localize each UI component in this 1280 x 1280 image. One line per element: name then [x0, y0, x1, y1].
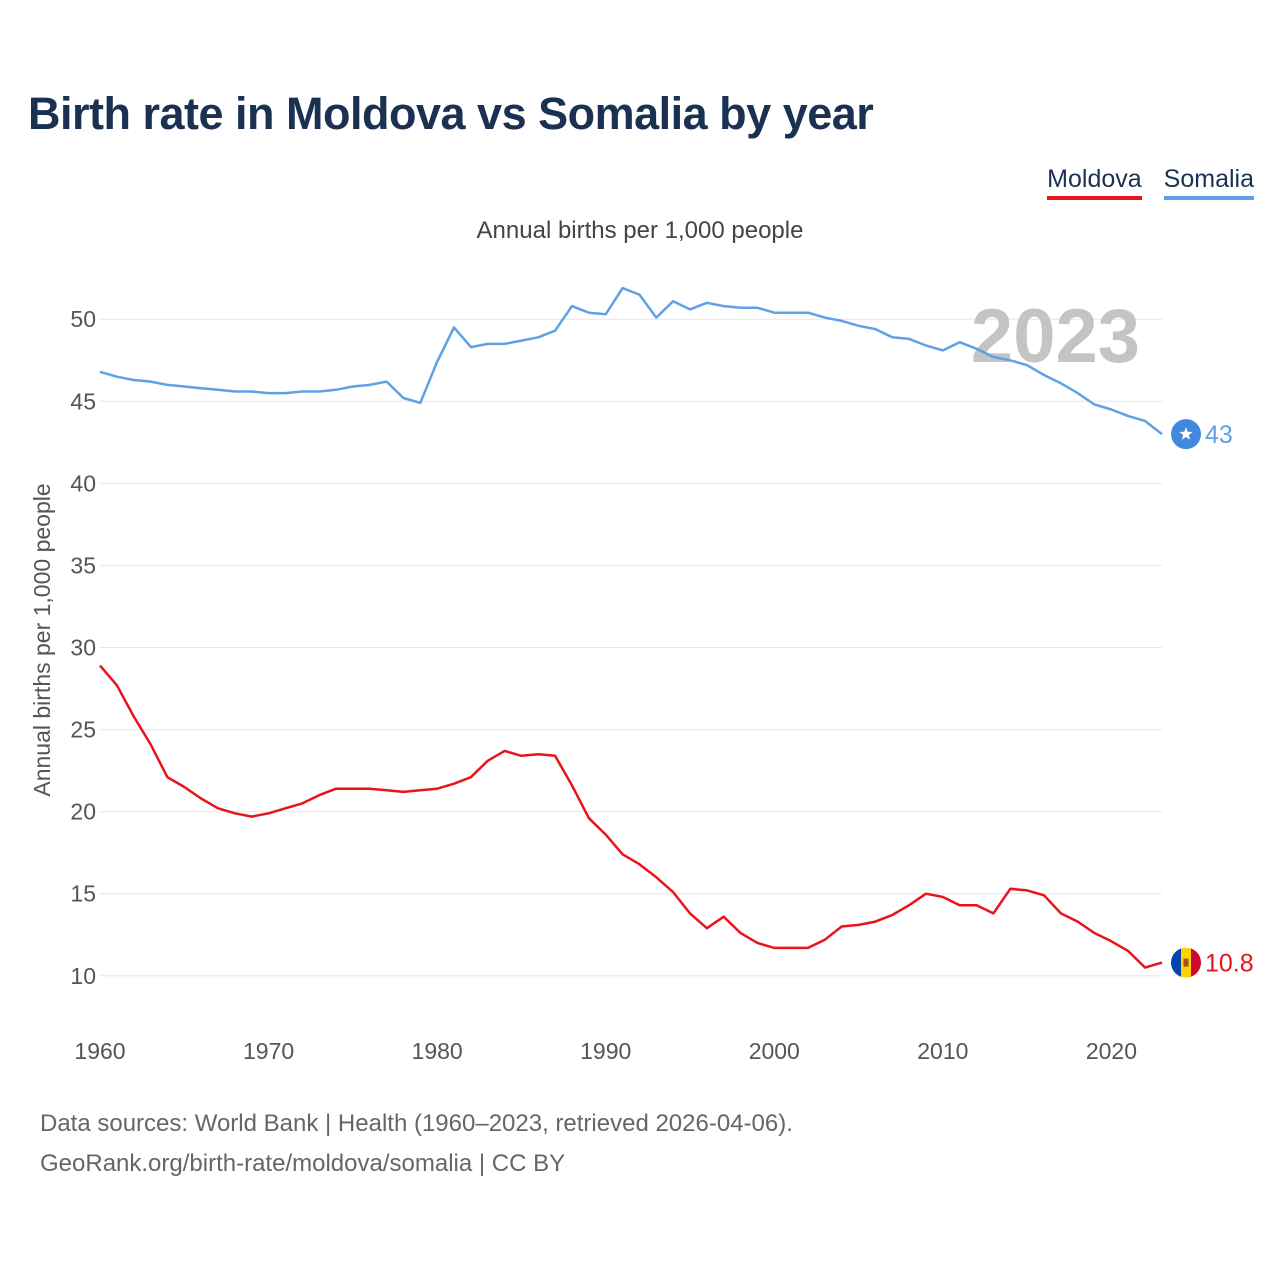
y-tick-label: 30 — [70, 635, 96, 661]
legend-item-moldova[interactable]: Moldova — [1047, 165, 1142, 200]
y-tick-label: 35 — [70, 552, 96, 578]
y-tick-label: 45 — [70, 388, 96, 414]
y-tick-label: 25 — [70, 717, 96, 743]
legend-item-somalia[interactable]: Somalia — [1163, 165, 1254, 200]
y-tick-label: 40 — [70, 470, 96, 496]
y-tick-label: 10 — [70, 963, 96, 989]
series-line-somalia — [99, 286, 1163, 436]
grid-lines — [100, 318, 1162, 977]
y-tick-label: 50 — [70, 306, 96, 332]
series-endpoints: 10.8 43 — [1171, 419, 1254, 978]
y-tick-label: 20 — [70, 799, 96, 825]
series-line-moldova — [99, 664, 1163, 969]
x-tick-label: 1960 — [74, 1038, 125, 1064]
footer: Data sources: World Bank | Health (1960–… — [40, 1104, 793, 1184]
year-watermark: 2023 — [971, 294, 1140, 379]
end-value-label-moldova: 10.8 — [1205, 950, 1254, 978]
x-tick-label: 2000 — [749, 1038, 800, 1064]
x-axis-ticks: 1960 1970 1980 1990 2000 2010 2020 — [74, 1038, 1137, 1064]
chart-subtitle: Annual births per 1,000 people — [476, 217, 804, 244]
legend: Moldova Somalia — [1047, 165, 1254, 200]
x-tick-label: 1980 — [412, 1038, 463, 1064]
x-tick-label: 1970 — [243, 1038, 294, 1064]
series-lines — [99, 286, 1163, 969]
x-tick-label: 1990 — [580, 1038, 631, 1064]
y-axis-ticks: 10 15 20 25 30 35 40 45 50 — [70, 306, 96, 989]
x-tick-label: 2020 — [1086, 1038, 1137, 1064]
y-tick-label: 15 — [70, 881, 96, 907]
end-value-label-somalia: 43 — [1205, 421, 1233, 449]
footer-sources: Data sources: World Bank | Health (1960–… — [40, 1110, 793, 1137]
y-axis-label: Annual births per 1,000 people — [29, 483, 55, 796]
chart-title: Birth rate in Moldova vs Somalia by year — [28, 88, 874, 139]
moldova-flag-icon — [1171, 947, 1201, 978]
somalia-flag-icon — [1171, 419, 1201, 450]
footer-url[interactable]: GeoRank.org/birth-rate/moldova/somalia |… — [40, 1150, 566, 1177]
x-tick-label: 2010 — [917, 1038, 968, 1064]
